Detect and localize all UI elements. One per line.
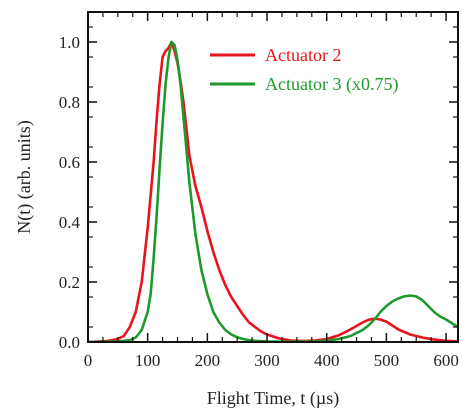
x-tick-label: 200 xyxy=(195,351,221,370)
y-tick-label: 0.0 xyxy=(59,333,80,352)
y-axis-title: N(t) (arb. units) xyxy=(14,120,35,233)
x-tick-label: 100 xyxy=(135,351,161,370)
x-axis-title: Flight Time, t (µs) xyxy=(207,388,339,409)
y-tick-label: 0.8 xyxy=(59,93,80,112)
x-tick-label: 500 xyxy=(374,351,400,370)
plot-layer xyxy=(88,40,458,342)
ticks-layer: 0 100 200 300 400 500 600 0.0 0.2 0.4 0.6 0.8 1.0 xyxy=(59,12,459,370)
series-line-1 xyxy=(88,40,458,342)
y-tick-label: 1.0 xyxy=(59,33,80,52)
y-tick-label: 0.6 xyxy=(59,153,80,172)
x-tick-label: 0 xyxy=(84,351,93,370)
x-tick-label: 400 xyxy=(314,351,340,370)
y-tick-label: 0.4 xyxy=(59,213,81,232)
y-tick-label: 0.2 xyxy=(59,273,80,292)
series-line-2 xyxy=(88,40,458,342)
legend-label-2: Actuator 3 (x0.75) xyxy=(265,74,398,95)
plot-frame xyxy=(87,11,459,343)
x-tick-label: 600 xyxy=(433,351,459,370)
legend: Actuator 2 Actuator 3 (x0.75) xyxy=(210,45,398,95)
x-tick-label: 300 xyxy=(254,351,280,370)
legend-label-1: Actuator 2 xyxy=(265,45,341,65)
